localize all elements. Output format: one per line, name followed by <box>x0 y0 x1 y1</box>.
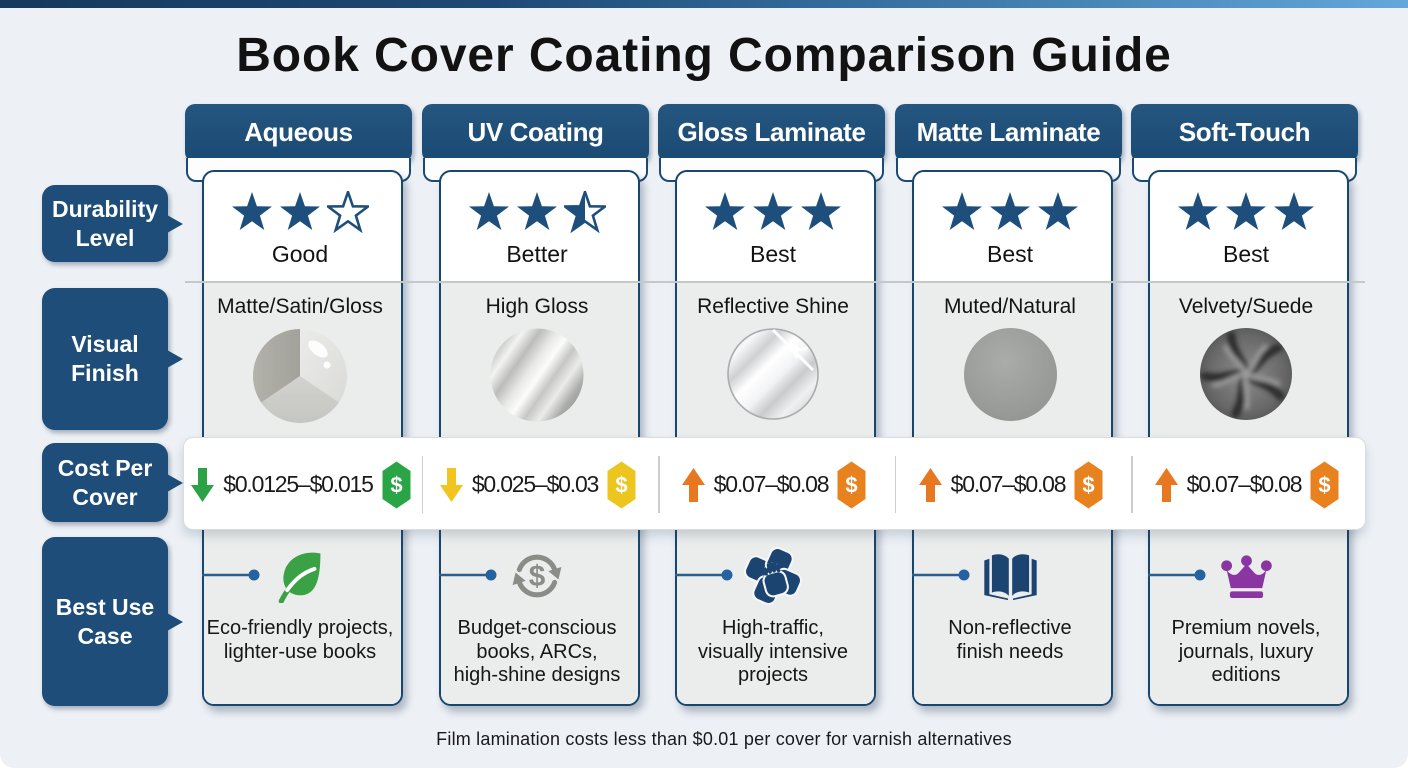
svg-text:$: $ <box>1083 472 1095 497</box>
svg-text:$: $ <box>529 560 546 593</box>
svg-text:$: $ <box>846 472 858 497</box>
svg-text:$: $ <box>1319 472 1331 497</box>
svg-text:$: $ <box>390 472 402 497</box>
svg-text:$: $ <box>616 472 628 497</box>
